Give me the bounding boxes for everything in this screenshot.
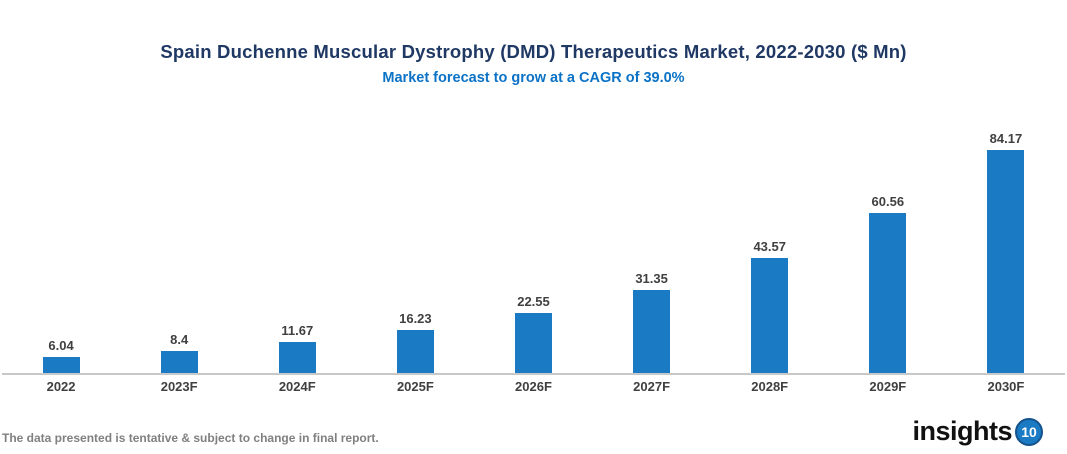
bar-2026F xyxy=(514,313,552,373)
bar-column: 6.04 xyxy=(2,105,120,373)
bar-value-label: 22.55 xyxy=(517,294,550,309)
bar-value-label: 16.23 xyxy=(399,311,432,326)
x-axis-labels: 2022 2023F 2024F 2025F 2026F 2027F 2028F… xyxy=(2,379,1065,394)
bar-value-label: 11.67 xyxy=(281,323,314,338)
bar-2029F xyxy=(869,213,907,373)
bar-column: 60.56 xyxy=(829,105,947,373)
bar-column: 11.67 xyxy=(238,105,356,373)
bar-2025F xyxy=(396,330,434,373)
bar-value-label: 60.56 xyxy=(871,194,905,209)
x-tick-2026F: 2026F xyxy=(515,379,552,394)
x-tick-2025F: 2025F xyxy=(396,379,434,394)
bar-value-label: 43.57 xyxy=(753,239,786,254)
bar-value-label: 6.04 xyxy=(48,338,74,353)
x-tick-2024F: 2024F xyxy=(278,379,316,394)
bar-column: 22.55 xyxy=(474,105,592,373)
bar-value-label: 8.4 xyxy=(170,332,189,347)
disclaimer-text: The data presented is tentative & subjec… xyxy=(2,431,379,445)
plot-area: 6.04 8.4 11.67 16.23 22.55 31.35 43.57 6… xyxy=(2,105,1065,375)
bar-2030F xyxy=(987,150,1025,373)
x-tick-2027F: 2027F xyxy=(633,379,671,394)
bar-2022 xyxy=(42,357,80,373)
bar-2027F xyxy=(633,290,671,373)
x-tick-2029F: 2029F xyxy=(869,379,907,394)
bar-column: 43.57 xyxy=(711,105,829,373)
bar-column: 16.23 xyxy=(356,105,474,373)
x-tick-2022: 2022 xyxy=(46,379,76,394)
chart-title: Spain Duchenne Muscular Dystrophy (DMD) … xyxy=(160,41,907,62)
x-tick-2030F: 2030F xyxy=(987,379,1025,394)
insights10-logo: insights 10 xyxy=(912,418,1043,446)
logo-badge-10: 10 xyxy=(1015,418,1043,446)
chart-subtitle: Market forecast to grow at a CAGR of 39.… xyxy=(382,70,685,86)
x-tick-2023F: 2023F xyxy=(160,379,198,394)
bar-value-label: 31.35 xyxy=(635,271,668,286)
bar-column: 8.4 xyxy=(120,105,238,373)
bar-2028F xyxy=(751,258,789,373)
bar-column: 31.35 xyxy=(593,105,711,373)
bar-2023F xyxy=(160,351,198,373)
bar-column: 84.17 xyxy=(947,105,1065,373)
x-tick-2028F: 2028F xyxy=(751,379,789,394)
bar-2024F xyxy=(278,342,316,373)
bar-value-label: 84.17 xyxy=(989,131,1023,146)
logo-wordmark: insights xyxy=(912,416,1012,446)
